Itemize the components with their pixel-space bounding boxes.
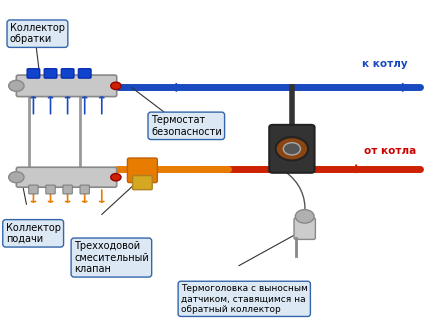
Text: Коллектор
подачи: Коллектор подачи: [6, 222, 61, 244]
FancyBboxPatch shape: [80, 185, 89, 194]
Circle shape: [295, 210, 314, 223]
Text: Термоголовка с выносным
датчиком, ставящимся на
обратный коллектор: Термоголовка с выносным датчиком, ставящ…: [181, 284, 308, 314]
FancyBboxPatch shape: [16, 167, 117, 187]
Circle shape: [283, 143, 301, 155]
FancyBboxPatch shape: [46, 185, 55, 194]
Text: Коллектор
обратки: Коллектор обратки: [10, 23, 65, 44]
FancyBboxPatch shape: [63, 185, 72, 194]
FancyBboxPatch shape: [127, 158, 157, 183]
FancyBboxPatch shape: [78, 69, 91, 78]
Text: Термостат
безопасности: Термостат безопасности: [151, 115, 222, 137]
FancyBboxPatch shape: [61, 69, 74, 78]
FancyBboxPatch shape: [294, 218, 315, 239]
FancyBboxPatch shape: [44, 69, 57, 78]
FancyBboxPatch shape: [27, 69, 40, 78]
Text: к котлу: к котлу: [362, 59, 407, 69]
Circle shape: [111, 82, 121, 90]
Text: от котла: от котла: [363, 147, 416, 156]
Circle shape: [9, 80, 24, 92]
FancyBboxPatch shape: [269, 125, 314, 173]
FancyBboxPatch shape: [132, 176, 152, 190]
Circle shape: [111, 173, 121, 181]
Circle shape: [276, 137, 308, 161]
FancyBboxPatch shape: [16, 75, 117, 97]
Text: Трехходовой
смесительный
клапан: Трехходовой смесительный клапан: [74, 241, 149, 274]
FancyBboxPatch shape: [29, 185, 38, 194]
Circle shape: [9, 172, 24, 183]
